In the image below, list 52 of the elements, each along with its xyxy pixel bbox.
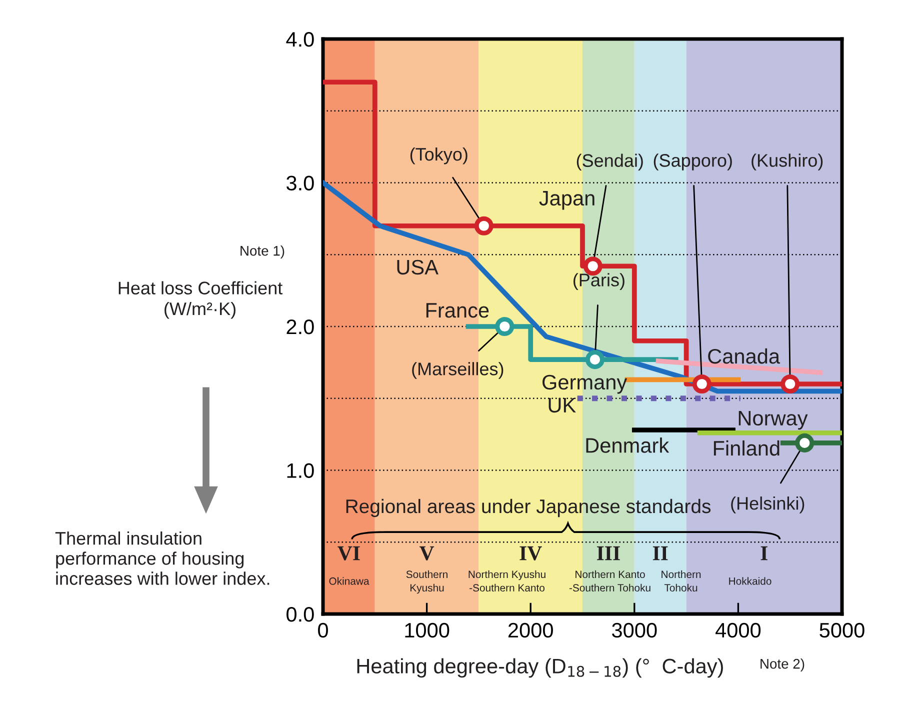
series-label: Japan (539, 191, 594, 210)
annotation: Northern Kanto -Southern Tohoku (569, 570, 650, 592)
series-label: Canada (708, 348, 780, 364)
point (474, 216, 494, 236)
annotation: (Sendai) (576, 154, 643, 171)
y-axis-title: Heat loss Coefficient (W/m²·K) (118, 281, 283, 319)
annotation: (Paris) (573, 273, 624, 290)
y-tick-label: 1.0 (287, 463, 314, 478)
annotation: Northern Kyushu -Southern Kanto (468, 570, 546, 592)
x-tick-label: 2000 (508, 622, 553, 638)
point (585, 350, 604, 370)
series-label: USA (397, 260, 438, 275)
x-tick-label: 3000 (612, 622, 657, 638)
text: Note 1) (240, 246, 284, 258)
text: Note 2) (760, 658, 804, 672)
x-axis-title: Heating degree-day (D$_{18−18}$) (° C-day) (357, 658, 723, 678)
y-tick-label: 4.0 (286, 32, 314, 47)
band-label: VI (338, 546, 360, 560)
y-tick-label: 2.0 (286, 320, 314, 334)
series-label: Finland (714, 440, 780, 456)
series-label: Norway (738, 410, 808, 430)
annotation: (Kushiro) (752, 154, 823, 170)
series-label: Denmark (586, 438, 670, 453)
point (495, 316, 514, 336)
point (795, 433, 814, 452)
annotation: Northern Tohoku (662, 570, 701, 592)
x-tick-label: 4000 (716, 622, 761, 638)
annotation: Southern Kyushu (406, 570, 448, 594)
annotation: (Sapporo) (654, 154, 732, 170)
series-label: UK (548, 398, 576, 413)
annotation: Hokkaido (729, 577, 772, 585)
x-tick-label: 1000 (405, 622, 450, 638)
line-series (323, 180, 842, 394)
annotation: Regional areas under Japanese standards (346, 498, 711, 518)
point (780, 374, 800, 394)
band-label: V (420, 546, 434, 560)
annotation: (Tokyo) (410, 147, 468, 164)
series-label: France (426, 303, 489, 318)
point (692, 374, 712, 394)
x-tick-label: 0 (318, 622, 328, 638)
band-label: I (760, 546, 768, 560)
y-tick-label: 0.0 (286, 607, 314, 622)
annotation: (Marseilles) (412, 362, 504, 379)
series-label: Germany (542, 374, 628, 394)
band-label: IV (520, 546, 542, 560)
x-tick-label: 5000 (820, 622, 864, 638)
band-label: III (596, 546, 620, 560)
annotation: Okinawa (329, 577, 370, 585)
annotation: (Helsinki) (731, 496, 804, 514)
y-tick-label: 3.0 (286, 176, 314, 191)
band-label: II (652, 546, 668, 560)
text: Thermal insulation performance of housing increases with lower index. (55, 531, 270, 585)
